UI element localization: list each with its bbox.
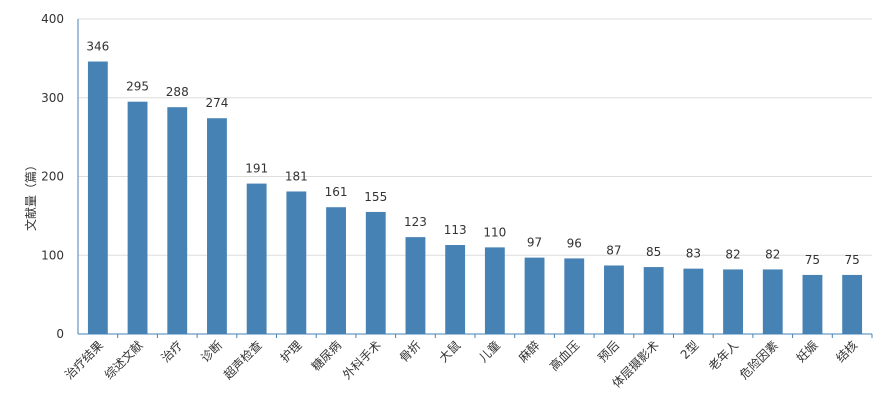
- data-label: 123: [404, 215, 427, 229]
- data-label: 82: [725, 247, 740, 261]
- y-tick-label: 0: [56, 327, 64, 341]
- bar: [326, 207, 346, 334]
- data-label: 97: [527, 236, 542, 250]
- data-label: 161: [325, 185, 348, 199]
- bar: [405, 237, 426, 334]
- data-label: 87: [606, 243, 621, 257]
- bar: [87, 61, 108, 335]
- bar: [842, 274, 863, 334]
- bar: [127, 101, 148, 334]
- data-label: 191: [245, 162, 268, 176]
- data-label: 295: [126, 80, 149, 94]
- data-label: 85: [646, 245, 661, 259]
- data-label: 75: [805, 253, 820, 267]
- data-label: 288: [166, 85, 189, 99]
- data-label: 346: [86, 40, 109, 54]
- data-label: 110: [483, 225, 506, 239]
- x-tick-label: 危险因素: [736, 338, 781, 383]
- data-label: 83: [686, 247, 701, 261]
- bar: [604, 265, 624, 334]
- bar: [723, 269, 743, 334]
- y-tick-label: 100: [41, 248, 64, 262]
- x-tick-label: 高血压: [546, 338, 582, 374]
- data-label: 96: [567, 236, 582, 250]
- x-tick-label: 诊断: [197, 338, 225, 366]
- y-axis-title: 文献量（篇）: [23, 159, 38, 231]
- x-tick-label: 结核: [833, 338, 860, 365]
- x-tick-label: 治疗: [158, 338, 185, 365]
- data-label: 82: [765, 247, 780, 261]
- x-tick-label: 麻醉: [515, 338, 543, 366]
- x-tick-label: 预后: [595, 338, 622, 365]
- bar: [683, 268, 704, 334]
- data-label: 75: [845, 253, 860, 267]
- x-tick-label: 老年人: [706, 338, 741, 373]
- x-tick-label: 护理: [278, 338, 305, 365]
- bar: [524, 257, 545, 334]
- y-tick-label: 200: [41, 170, 64, 184]
- y-tick-label: 300: [41, 91, 64, 105]
- bar: [365, 211, 386, 334]
- bar: [484, 247, 505, 334]
- y-tick-label: 400: [41, 12, 64, 26]
- bar: [286, 191, 307, 334]
- x-tick-label: 综述文献: [101, 338, 146, 383]
- bars: [87, 61, 863, 335]
- x-tick-label: 2型: [678, 338, 702, 362]
- x-tick-label: 妊娠: [794, 338, 821, 365]
- x-tick-label: 糖尿病: [308, 338, 344, 374]
- x-tick-label: 外科手术: [340, 338, 384, 382]
- x-tick-label: 治疗结果: [62, 338, 106, 382]
- bar: [207, 118, 227, 334]
- x-tick-label: 超声检查: [220, 338, 265, 383]
- bar: [564, 258, 585, 334]
- data-label: 181: [285, 169, 308, 183]
- x-tick-label: 骨折: [396, 338, 424, 366]
- x-tick-label: 大鼠: [436, 338, 463, 365]
- bar: [802, 274, 823, 334]
- x-tick-label: 儿童: [475, 338, 503, 366]
- bar: [643, 267, 664, 334]
- bar: [445, 245, 466, 334]
- bar: [246, 183, 267, 334]
- data-label: 274: [205, 96, 228, 110]
- axes: [77, 19, 873, 338]
- data-label: 113: [444, 223, 467, 237]
- bar: [762, 269, 783, 334]
- data-label: 155: [364, 190, 387, 204]
- gridlines: [78, 18, 872, 256]
- bar: [167, 107, 188, 334]
